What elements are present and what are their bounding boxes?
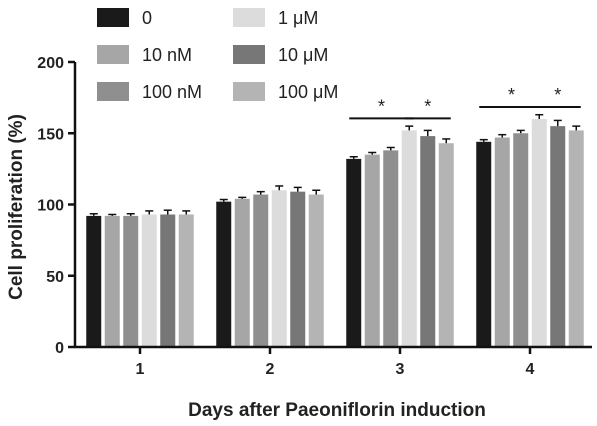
bars — [86, 113, 584, 347]
bar-day1-series6 — [178, 214, 194, 347]
y-tick-label-50: 50 — [46, 269, 64, 286]
bar-day3-series1 — [346, 158, 362, 347]
x-tick-label-4: 4 — [526, 361, 535, 378]
y-axis-title: Cell proliferation (%) — [6, 114, 27, 300]
legend-label-3: 100 nM — [142, 82, 202, 102]
bar-day4-series1 — [476, 141, 492, 347]
bar-day4-series2 — [494, 137, 510, 347]
bar-day2-series2 — [234, 198, 250, 347]
bar-day1-series3 — [123, 215, 139, 347]
bar-day1-series1 — [86, 215, 102, 347]
bar-day4-series5 — [550, 126, 566, 347]
bar-day3-series2 — [364, 154, 380, 347]
bar-day2-series3 — [253, 194, 269, 347]
x-tick-label-3: 3 — [396, 361, 405, 378]
legend-swatch-4 — [233, 8, 265, 27]
axes: 0 50 100 150 200 1 2 3 4 — [37, 55, 592, 378]
y-tick-label-150: 150 — [37, 126, 64, 143]
y-tick-label-200: 200 — [37, 55, 64, 72]
legend-label-6: 100 μM — [278, 82, 338, 102]
bar-day2-series5 — [290, 191, 306, 347]
significance-star-3: * — [508, 85, 515, 105]
bar-day2-series4 — [271, 190, 287, 347]
legend-label-2: 10 nM — [142, 45, 192, 65]
x-axis-title: Days after Paeoniflorin induction — [188, 400, 486, 421]
bar-day2-series6 — [308, 194, 324, 347]
bar-day3-series6 — [438, 143, 454, 347]
significance-star-2: * — [424, 96, 431, 116]
legend-label-4: 1 μM — [278, 8, 318, 28]
legend-label-1: 0 — [142, 8, 152, 28]
significance-star-4: * — [554, 85, 561, 105]
bar-day4-series6 — [568, 130, 584, 347]
y-tick-label-100: 100 — [37, 198, 64, 215]
y-tick-label-0: 0 — [55, 340, 64, 357]
bar-day1-series4 — [141, 214, 157, 347]
significance-markers: * * * * — [349, 85, 581, 120]
legend-swatch-3 — [97, 82, 129, 101]
bar-day1-series2 — [104, 215, 120, 347]
legend-swatch-1 — [97, 8, 129, 27]
bar-day4-series3 — [513, 133, 529, 347]
bar-day3-series5 — [420, 136, 436, 347]
bar-day2-series1 — [216, 201, 232, 347]
bar-day1-series5 — [160, 214, 176, 347]
legend-swatch-2 — [97, 45, 129, 64]
legend-swatch-6 — [233, 82, 265, 101]
legend-swatch-5 — [233, 45, 265, 64]
bar-day3-series3 — [383, 150, 399, 347]
legend-label-5: 10 μM — [278, 45, 328, 65]
significance-star-1: * — [378, 96, 385, 116]
x-tick-label-2: 2 — [266, 361, 275, 378]
legend: 0 10 nM 100 nM 1 μM 10 μM 100 μM — [97, 8, 338, 102]
x-tick-label-1: 1 — [136, 361, 145, 378]
bar-day3-series4 — [401, 130, 417, 347]
bar-day4-series4 — [531, 119, 547, 347]
